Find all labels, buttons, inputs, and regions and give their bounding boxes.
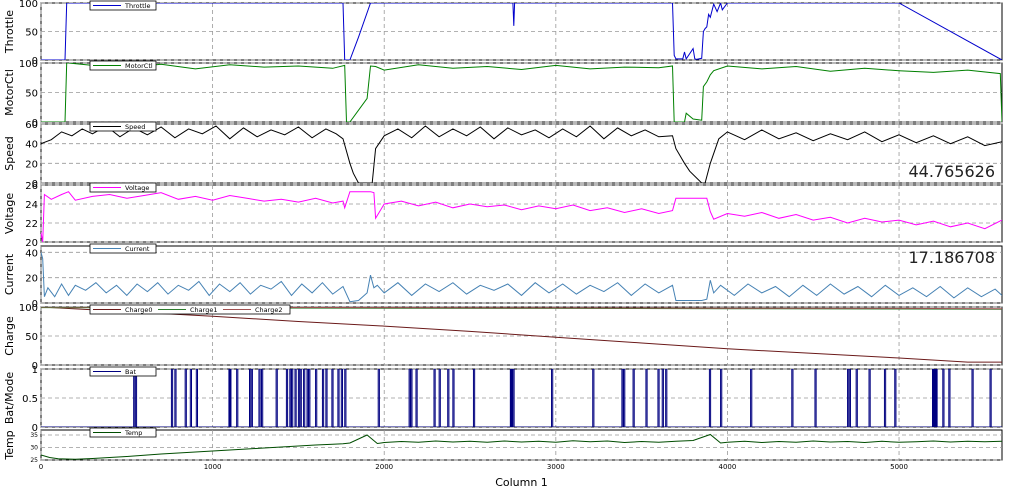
panel-frame <box>40 306 1003 366</box>
y-tick-label: 0 <box>32 361 38 372</box>
legend-box <box>89 0 157 11</box>
panel-6: 0 0.5 1 Bat/Mode Bat <box>3 365 1003 434</box>
panel-4: 0 20 40 Current Current 17.186708 <box>3 243 1003 310</box>
legend-box <box>89 121 157 132</box>
value-readout: 17.186708 <box>908 248 995 267</box>
legend-box <box>89 60 157 71</box>
series-line-voltage <box>41 191 1002 242</box>
x-tick-label: 1000 <box>204 463 222 471</box>
legend-box <box>89 182 157 193</box>
panel-2: 0 20 40 60 Speed Speed 44.765626 <box>3 120 1003 190</box>
legend-label: Charge1 <box>190 306 217 314</box>
series-group <box>41 252 1002 303</box>
panel-frame <box>40 184 1003 243</box>
panel-7: 25 30 35 Temp Temp <box>3 427 1003 464</box>
y-tick-label: 100 <box>19 0 38 10</box>
y-tick-label: 0 <box>32 423 38 434</box>
y-axis-label: Charge <box>3 316 16 356</box>
y-axis-label: MotorCtl <box>3 69 16 116</box>
legend-box <box>89 243 157 254</box>
y-tick-label: 100 <box>19 303 38 314</box>
panel-frame <box>40 123 1003 184</box>
y-tick-label: 0.5 <box>22 394 38 405</box>
y-tick-label: 20 <box>25 238 38 249</box>
series-line-current <box>41 252 1002 303</box>
legend-label: Voltage <box>125 184 149 192</box>
panel-3: 20 22 24 26 Voltage Voltage <box>3 181 1003 249</box>
y-tick-label: 24 <box>25 200 38 211</box>
y-axis-label: Temp <box>3 430 16 460</box>
series-line-temp <box>41 433 1002 460</box>
panel-frame <box>40 62 1003 123</box>
y-tick-label: 40 <box>25 140 38 151</box>
legend-label: MotorCtl <box>125 62 153 70</box>
y-tick-label: 20 <box>25 274 38 285</box>
panel-frame <box>40 2 1003 61</box>
x-tick-label: 3000 <box>547 463 565 471</box>
y-tick-label: 1 <box>32 365 38 376</box>
legend-label: Bat <box>125 368 136 376</box>
series-line-bat <box>41 369 1002 427</box>
y-tick-label: 25 <box>30 457 38 464</box>
panel-frame <box>40 245 1003 304</box>
series-group <box>41 433 1002 460</box>
series-line-speed <box>41 125 1002 183</box>
series-line-throttle <box>41 3 1002 60</box>
value-readout: 44.765626 <box>908 162 995 181</box>
y-tick-label: 22 <box>25 219 38 230</box>
y-tick-label: 50 <box>25 89 38 100</box>
legend-label: Throttle <box>124 2 151 10</box>
y-tick-label: 50 <box>25 332 38 343</box>
legend-label: Speed <box>125 123 145 131</box>
series-group <box>41 369 1002 427</box>
x-tick-label: 2000 <box>375 463 393 471</box>
y-tick-label: 0 <box>32 299 38 310</box>
legend-label: Charge0 <box>125 306 152 314</box>
series-group <box>41 125 1002 183</box>
legend-box <box>89 427 157 438</box>
y-tick-label: 0 <box>32 56 38 67</box>
y-tick-label: 0 <box>32 118 38 129</box>
y-tick-label: 20 <box>25 159 38 170</box>
legend-label: Current <box>125 245 150 253</box>
y-tick-label: 0 <box>32 179 38 190</box>
y-tick-label: 60 <box>25 120 38 131</box>
legend-box <box>89 366 157 377</box>
y-axis-label: Current <box>3 253 16 295</box>
y-tick-label: 40 <box>25 248 38 259</box>
x-tick-label: 5000 <box>890 463 908 471</box>
series-line-charge0 <box>41 307 1002 363</box>
y-tick-label: 35 <box>30 432 38 439</box>
y-axis-label: Bat/Mode <box>3 372 16 425</box>
x-tick-label: 4000 <box>719 463 737 471</box>
y-tick-label: 30 <box>30 445 38 452</box>
legend-box <box>89 304 291 315</box>
x-axis-label: Column 1 <box>495 476 548 489</box>
series-line-motorctl <box>41 63 1002 122</box>
y-axis-label: Throttle <box>3 10 16 54</box>
y-tick-label: 26 <box>25 181 38 192</box>
panel-frame <box>40 429 1003 461</box>
y-tick-label: 100 <box>19 59 38 70</box>
x-tick-label: 0 <box>39 463 43 471</box>
legend-label: Temp <box>124 429 142 437</box>
y-tick-label: 50 <box>25 28 38 39</box>
y-axis-label: Voltage <box>3 193 16 234</box>
series-group <box>41 63 1002 122</box>
y-axis-label: Speed <box>3 136 16 170</box>
legend-label: Charge2 <box>255 306 282 314</box>
series-group <box>41 191 1002 242</box>
series-group <box>41 3 1002 60</box>
